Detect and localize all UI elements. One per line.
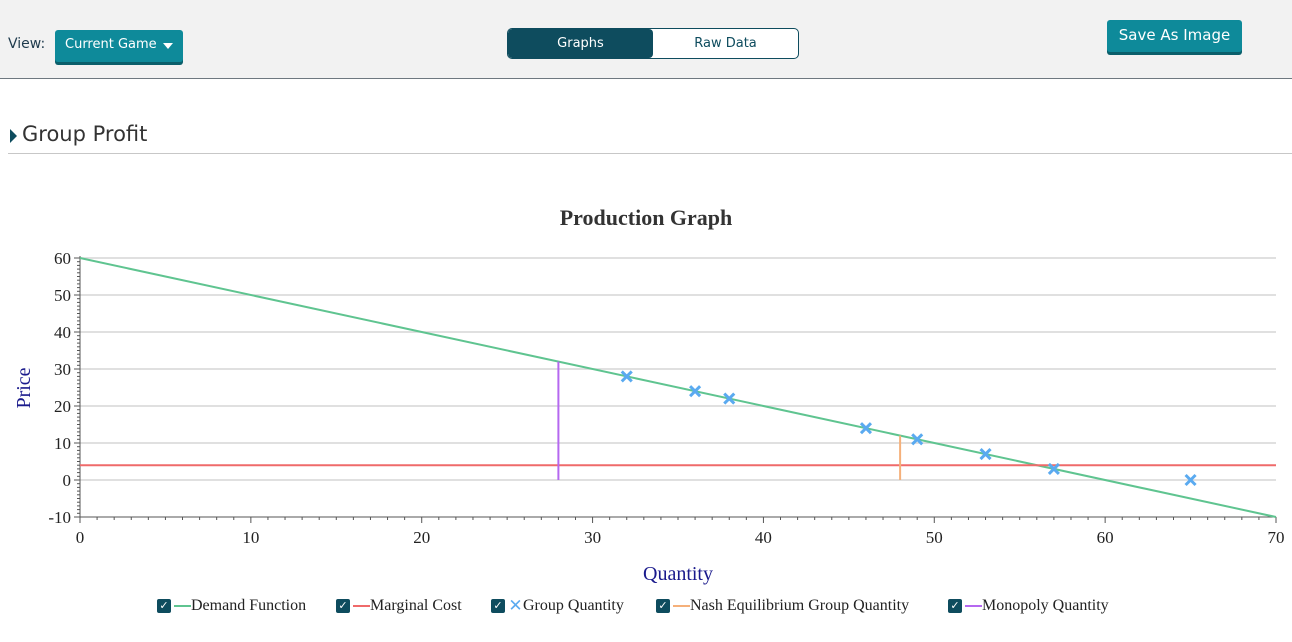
group-quantity-point bbox=[620, 370, 633, 383]
y-tick-label: 60 bbox=[54, 249, 71, 268]
legend-item-demand[interactable]: ✓ Demand Function bbox=[157, 594, 306, 618]
x-tick-label: 60 bbox=[1097, 528, 1114, 547]
group-quantity-point bbox=[689, 385, 702, 398]
nash-line-swatch bbox=[673, 605, 690, 607]
checkbox-checked-icon[interactable]: ✓ bbox=[948, 599, 962, 613]
caret-down-icon bbox=[163, 43, 173, 49]
y-tick-label: 10 bbox=[54, 434, 71, 453]
view-mode-toggle: Graphs Raw Data bbox=[507, 28, 799, 59]
group-quantity-point bbox=[723, 392, 736, 405]
chart-title: Production Graph bbox=[560, 205, 733, 230]
group-quantity-point bbox=[979, 448, 992, 461]
x-marker-icon: ✕ bbox=[508, 595, 523, 616]
x-tick-label: 0 bbox=[76, 528, 85, 547]
y-tick-label: 0 bbox=[63, 471, 72, 490]
legend-item-nash[interactable]: ✓ Nash Equilibrium Group Quantity bbox=[656, 594, 909, 618]
y-tick-label: 30 bbox=[54, 360, 71, 379]
marginal-cost-line-swatch bbox=[353, 605, 370, 607]
x-tick-label: 50 bbox=[926, 528, 943, 547]
y-tick-label: -10 bbox=[48, 508, 71, 527]
group-quantity-point bbox=[911, 433, 924, 446]
demand-line-swatch bbox=[174, 605, 191, 607]
checkbox-checked-icon[interactable]: ✓ bbox=[491, 599, 505, 613]
y-tick-label: 50 bbox=[54, 286, 71, 305]
save-as-image-button[interactable]: Save As Image bbox=[1107, 20, 1242, 52]
legend-item-marginal-cost[interactable]: ✓ Marginal Cost bbox=[336, 594, 462, 618]
legend-label: Nash Equilibrium Group Quantity bbox=[690, 597, 910, 614]
caret-right-icon bbox=[10, 129, 17, 143]
group-quantity-point bbox=[1047, 462, 1060, 475]
tab-graphs[interactable]: Graphs bbox=[508, 29, 653, 58]
monopoly-line-swatch bbox=[965, 605, 982, 607]
y-tick-label: 40 bbox=[54, 323, 71, 342]
legend-label: Demand Function bbox=[191, 597, 307, 614]
view-label: View: bbox=[8, 36, 46, 52]
chart-legend: ✓ Demand Function ✓ Marginal Cost ✓ ✕ Gr… bbox=[0, 594, 1292, 620]
section-title: Group Profit bbox=[22, 122, 148, 146]
toolbar: View: Current Game Graphs Raw Data Save … bbox=[0, 0, 1292, 79]
checkbox-checked-icon[interactable]: ✓ bbox=[656, 599, 670, 613]
y-tick-label: 20 bbox=[54, 397, 71, 416]
x-tick-label: 40 bbox=[755, 528, 772, 547]
checkbox-checked-icon[interactable]: ✓ bbox=[336, 599, 350, 613]
x-tick-label: 10 bbox=[242, 528, 259, 547]
legend-label: Marginal Cost bbox=[370, 597, 462, 614]
view-dropdown-value: Current Game bbox=[65, 37, 157, 52]
legend-item-group-quantity[interactable]: ✓ ✕ Group Quantity bbox=[491, 594, 624, 618]
view-dropdown[interactable]: Current Game bbox=[55, 30, 183, 62]
production-graph: Production Graph 0 10 20 30 40 50 60 70 -10 0 10 20 3… bbox=[13, 205, 1285, 585]
legend-label: Group Quantity bbox=[523, 597, 624, 614]
tab-raw-data[interactable]: Raw Data bbox=[694, 36, 757, 51]
checkbox-checked-icon[interactable]: ✓ bbox=[157, 599, 171, 613]
x-tick-label: 70 bbox=[1268, 528, 1285, 547]
demand-function-line bbox=[79, 257, 1277, 518]
legend-label: Monopoly Quantity bbox=[982, 597, 1109, 614]
group-quantity-point bbox=[859, 422, 873, 435]
legend-item-monopoly[interactable]: ✓ Monopoly Quantity bbox=[948, 594, 1109, 618]
y-axis-label: Price bbox=[13, 367, 35, 408]
group-profit-section-header[interactable]: Group Profit bbox=[8, 122, 1292, 154]
x-axis-label: Quantity bbox=[643, 563, 713, 585]
group-quantity-point bbox=[1184, 473, 1197, 487]
x-tick-label: 30 bbox=[584, 528, 601, 547]
x-tick-label: 20 bbox=[413, 528, 430, 547]
